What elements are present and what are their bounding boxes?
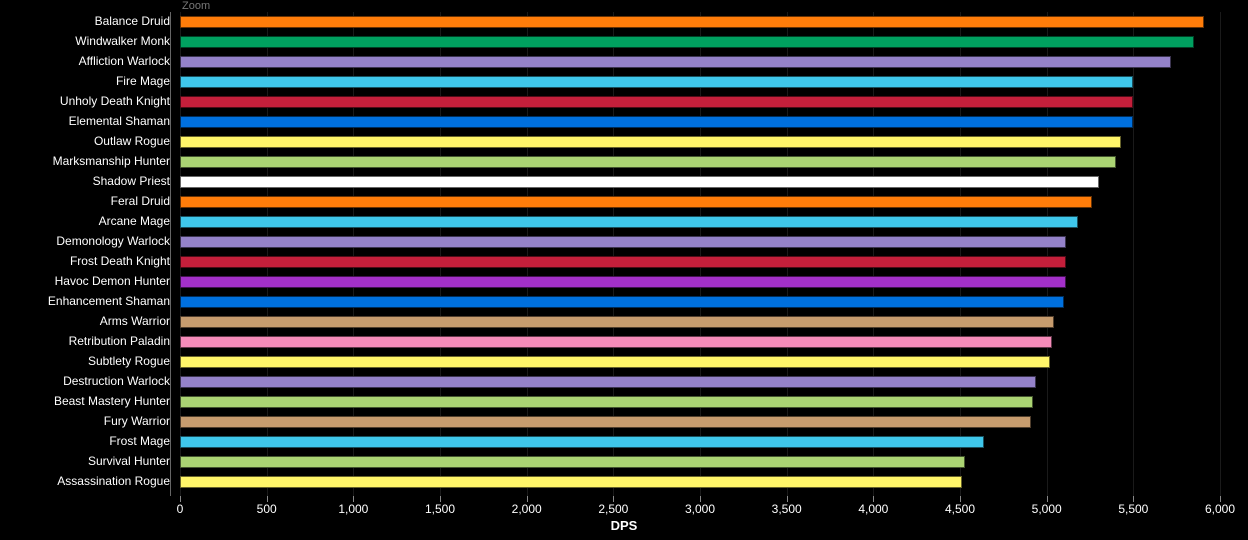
bar-row: Arms Warrior (0, 312, 1248, 332)
bar[interactable] (180, 476, 962, 488)
bar-row: Shadow Priest (0, 172, 1248, 192)
bar-row: Windwalker Monk (0, 32, 1248, 52)
bar-label: Frost Death Knight (70, 254, 170, 268)
bar[interactable] (180, 376, 1036, 388)
bar-label: Assassination Rogue (57, 474, 170, 488)
bar-label: Frost Mage (109, 434, 170, 448)
bar-row: Fire Mage (0, 72, 1248, 92)
bar[interactable] (180, 416, 1031, 428)
bar-label: Marksmanship Hunter (53, 154, 170, 168)
dps-bar-chart: Zoom Balance Druid Windwalker Monk Afflict… (0, 0, 1248, 540)
bar-row: Frost Death Knight (0, 252, 1248, 272)
bar-label: Demonology Warlock (56, 234, 170, 248)
x-tick-label: 3,000 (685, 502, 715, 516)
x-tick-label: 4,500 (945, 502, 975, 516)
bar-row: Demonology Warlock (0, 232, 1248, 252)
bar-label: Elemental Shaman (69, 114, 170, 128)
bar[interactable] (180, 236, 1066, 248)
x-tick-label: 5,500 (1118, 502, 1148, 516)
bar-label: Beast Mastery Hunter (54, 394, 170, 408)
bar[interactable] (180, 56, 1171, 68)
bar[interactable] (180, 76, 1133, 88)
bar[interactable] (180, 96, 1133, 108)
bar-label: Retribution Paladin (69, 334, 170, 348)
bar[interactable] (180, 316, 1054, 328)
bar[interactable] (180, 356, 1050, 368)
bar-label: Feral Druid (111, 194, 170, 208)
bar-label: Shadow Priest (93, 174, 170, 188)
bar-row: Retribution Paladin (0, 332, 1248, 352)
bar-row: Fury Warrior (0, 412, 1248, 432)
bar-row: Unholy Death Knight (0, 92, 1248, 112)
bar[interactable] (180, 176, 1099, 188)
bar-row: Affliction Warlock (0, 52, 1248, 72)
bar-row: Feral Druid (0, 192, 1248, 212)
bar-label: Affliction Warlock (79, 54, 170, 68)
bar-row: Beast Mastery Hunter (0, 392, 1248, 412)
x-tick-label: 5,000 (1032, 502, 1062, 516)
bar[interactable] (180, 116, 1133, 128)
bar[interactable] (180, 36, 1194, 48)
bar-row: Balance Druid (0, 12, 1248, 32)
x-tick-label: 2,500 (598, 502, 628, 516)
bar[interactable] (180, 136, 1121, 148)
bar-label: Arcane Mage (99, 214, 170, 228)
x-axis-title: DPS (0, 518, 1248, 533)
x-tick-label: 2,000 (512, 502, 542, 516)
bar-label: Enhancement Shaman (48, 294, 170, 308)
bar[interactable] (180, 456, 965, 468)
x-tick-label: 0 (177, 502, 184, 516)
x-tick-label: 4,000 (858, 502, 888, 516)
x-tick-label: 3,500 (772, 502, 802, 516)
bar[interactable] (180, 296, 1064, 308)
bar-row: Destruction Warlock (0, 372, 1248, 392)
bar-row: Havoc Demon Hunter (0, 272, 1248, 292)
bar[interactable] (180, 16, 1204, 28)
x-tick-label: 1,500 (425, 502, 455, 516)
bar-row: Assassination Rogue (0, 472, 1248, 492)
bar[interactable] (180, 216, 1078, 228)
bar[interactable] (180, 196, 1092, 208)
bar-row: Enhancement Shaman (0, 292, 1248, 312)
bar-row: Elemental Shaman (0, 112, 1248, 132)
bar-label: Survival Hunter (88, 454, 170, 468)
bar-label: Destruction Warlock (63, 374, 170, 388)
x-tick-label: 500 (257, 502, 277, 516)
x-tick-label: 6,000 (1205, 502, 1235, 516)
bar[interactable] (180, 436, 984, 448)
bar-label: Balance Druid (95, 14, 170, 28)
bar-label: Subtlety Rogue (88, 354, 170, 368)
bar-label: Fire Mage (116, 74, 170, 88)
bar-row: Subtlety Rogue (0, 352, 1248, 372)
bar-label: Outlaw Rogue (94, 134, 170, 148)
bar[interactable] (180, 396, 1033, 408)
bar-label: Windwalker Monk (75, 34, 170, 48)
bar-row: Outlaw Rogue (0, 132, 1248, 152)
bar-label: Arms Warrior (100, 314, 170, 328)
bar-label: Unholy Death Knight (60, 94, 170, 108)
bar-row: Marksmanship Hunter (0, 152, 1248, 172)
bar-row: Survival Hunter (0, 452, 1248, 472)
x-tick-label: 1,000 (338, 502, 368, 516)
bar[interactable] (180, 256, 1066, 268)
zoom-label: Zoom (182, 0, 210, 12)
bar[interactable] (180, 336, 1052, 348)
bar-label: Fury Warrior (104, 414, 170, 428)
bar[interactable] (180, 156, 1116, 168)
bar-label: Havoc Demon Hunter (55, 274, 170, 288)
bar-row: Frost Mage (0, 432, 1248, 452)
bar-row: Arcane Mage (0, 212, 1248, 232)
bar[interactable] (180, 276, 1066, 288)
